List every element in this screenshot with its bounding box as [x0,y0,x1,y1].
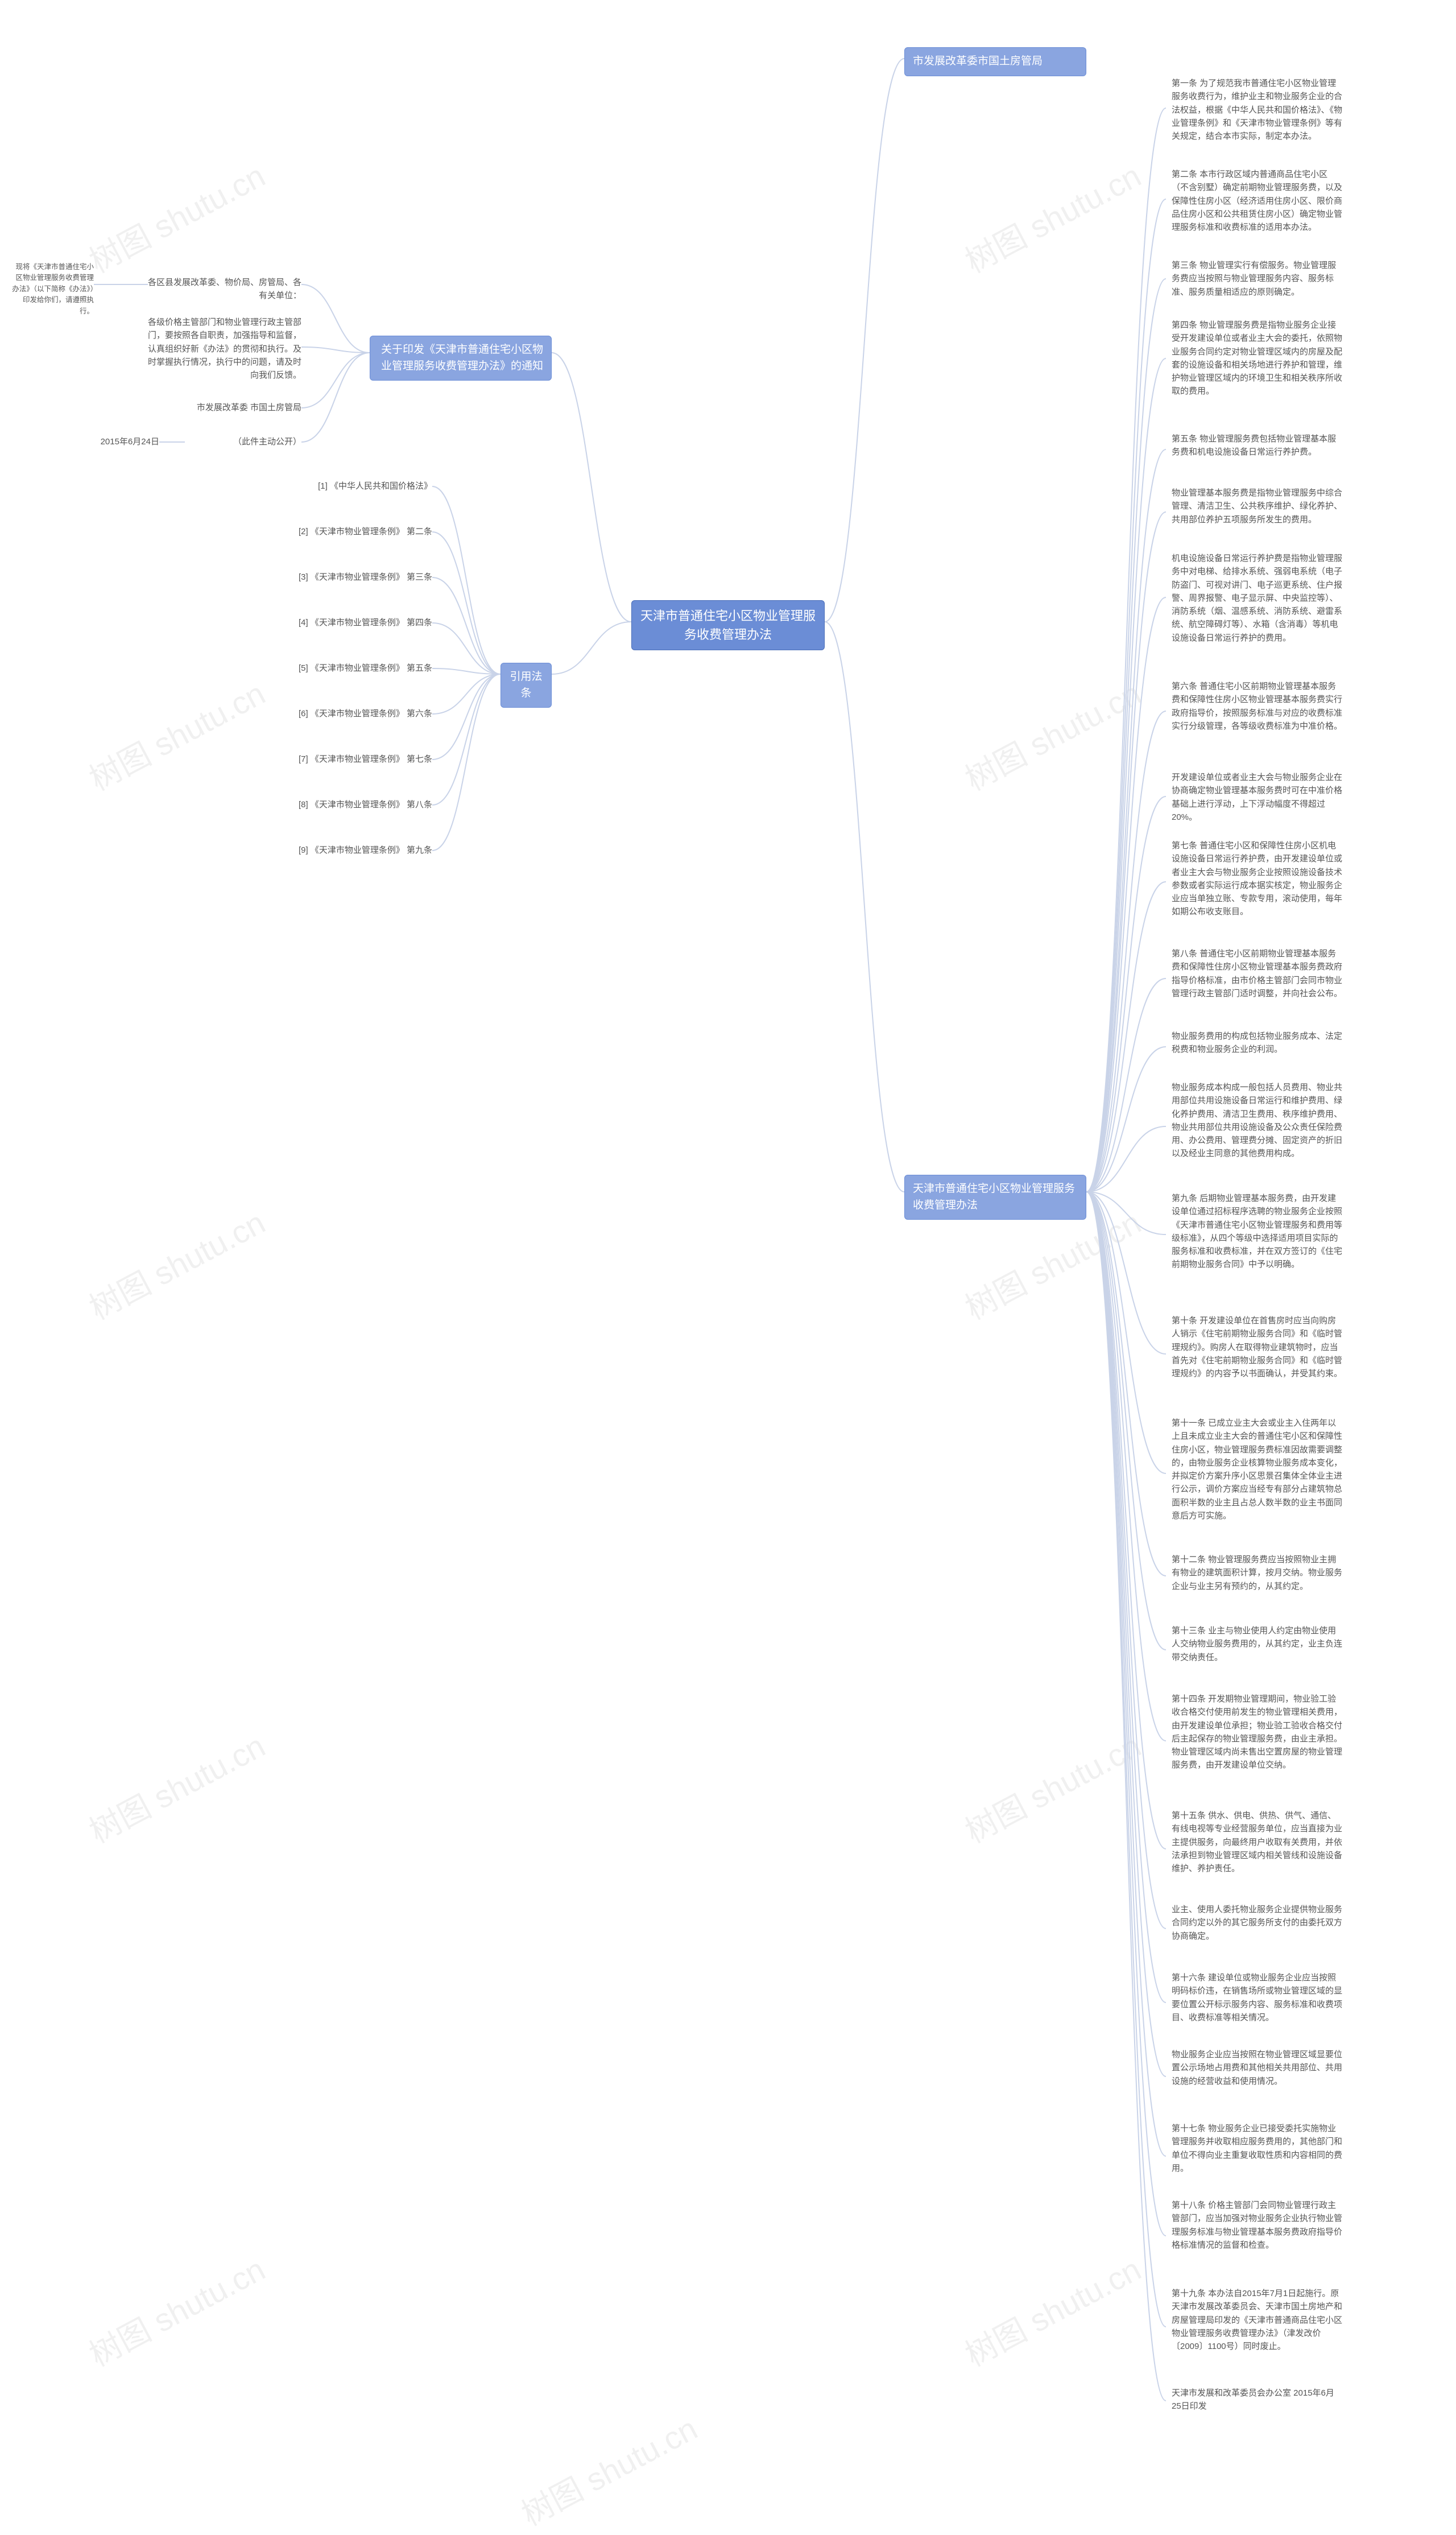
root-node[interactable]: 天津市普通住宅小区物业管理服务收费管理办法 [631,600,825,650]
notice-date: 2015年6月24日 [91,435,159,448]
citation-5: [6] 《天津市物业管理条例》 第六条 [267,707,432,720]
article-24: 第十八条 价格主管部门会同物业管理行政主管部门，应当加强对物业服务企业执行物业管… [1172,2199,1342,2252]
citation-0: [1] 《中华人民共和国价格法》 [267,480,432,493]
article-18: 第十四条 开发期物业管理期间，物业验工验收合格交付使用前发生的物业管理相关费用，… [1172,1692,1342,1772]
article-0: 第一条 为了规范我市普通住宅小区物业管理服务收费行为，维护业主和物业服务企业的合… [1172,77,1342,143]
branch-notice[interactable]: 关于印发《天津市普通住宅小区物业管理服务收费管理办法》的通知 [370,336,552,381]
article-2: 第三条 物业管理实行有偿服务。物业管理服务费应当按照与物业管理服务内容、服务标准… [1172,259,1342,299]
article-7: 第六条 普通住宅小区前期物业管理基本服务费和保障性住房小区物业管理基本服务费实行… [1172,680,1342,733]
branch-main[interactable]: 天津市普通住宅小区物业管理服务收费管理办法 [904,1175,1086,1220]
citation-7: [8] 《天津市物业管理条例》 第八条 [267,798,432,811]
article-10: 第八条 普通住宅小区前期物业管理基本服务费和保障性住房小区物业管理基本服务费政府… [1172,947,1342,1000]
article-20: 业主、使用人委托物业服务企业提供物业服务合同约定以外的其它服务所支付的由委托双方… [1172,1903,1342,1943]
citation-2: [3] 《天津市物业管理条例》 第三条 [267,571,432,584]
article-22: 物业服务企业应当按照在物业管理区域显要位置公示场地占用费和其他相关共用部位、共用… [1172,2048,1342,2088]
citation-4: [5] 《天津市物业管理条例》 第五条 [267,662,432,675]
notice-item-3: （此件主动公开） [222,435,301,448]
citation-3: [4] 《天津市物业管理条例》 第四条 [267,616,432,629]
notice-item-1: 各级价格主管部门和物业管理行政主管部门，要按照各自职责，加强指导和监督，认真组织… [142,316,301,382]
article-5: 物业管理基本服务费是指物业管理服务中综合管理、清洁卫生、公共秩序维护、绿化养护、… [1172,486,1342,526]
article-21: 第十六条 建设单位或物业服务企业应当按照明码标价违，在销售场所或物业管理区域的显… [1172,1971,1342,2024]
article-15: 第十一条 已成立业主大会或业主入住两年以上且未成立业主大会的普通住宅小区和保障性… [1172,1417,1342,1522]
citation-6: [7] 《天津市物业管理条例》 第七条 [267,753,432,766]
article-23: 第十七条 物业服务企业已接受委托实施物业管理服务并收取相应服务费用的，其他部门和… [1172,2122,1342,2175]
article-12: 物业服务成本构成一般包括人员费用、物业共用部位共用设施设备日常运行和维护费用、绿… [1172,1081,1342,1161]
article-4: 第五条 物业管理服务费包括物业管理基本服务费和机电设施设备日常运行养护费。 [1172,432,1342,459]
article-14: 第十条 开发建设单位在首售房时应当向购房人销示《住宅前期物业服务合同》和《临时管… [1172,1314,1342,1380]
article-3: 第四条 物业管理服务费是指物业服务企业接受开发建设单位或者业主大会的委托，依照物… [1172,319,1342,398]
watermark: 树图 shutu.cn [956,1721,1148,1852]
citation-1: [2] 《天津市物业管理条例》 第二条 [267,525,432,538]
watermark: 树图 shutu.cn [80,668,272,800]
watermark: 树图 shutu.cn [956,2244,1148,2376]
watermark: 树图 shutu.cn [80,1721,272,1852]
branch-citations[interactable]: 引用法条 [500,663,552,708]
article-13: 第九条 后期物业管理基本服务费，由开发建设单位通过招标程序选聘的物业服务企业按照… [1172,1192,1342,1271]
watermark: 树图 shutu.cn [80,151,272,282]
article-25: 第十九条 本办法自2015年7月1日起施行。原天津市发展改革委员会、天津市国土房… [1172,2287,1342,2353]
watermark: 树图 shutu.cn [80,2244,272,2376]
watermark: 树图 shutu.cn [956,151,1148,282]
branch-agency[interactable]: 市发展改革委市国土房管局 [904,47,1086,76]
citation-8: [9] 《天津市物业管理条例》 第九条 [267,844,432,857]
notice-item-0: 各区县发展改革委、物价局、房管局、各有关单位： [148,276,301,303]
article-8: 开发建设单位或者业主大会与物业服务企业在协商确定物业管理基本服务费时可在中准价格… [1172,771,1342,824]
article-16: 第十二条 物业管理服务费应当按照物业主拥有物业的建筑面积计算，按月交纳。物业服务… [1172,1553,1342,1593]
article-26: 天津市发展和改革委员会办公室 2015年6月25日印发 [1172,2387,1342,2413]
article-11: 物业服务费用的构成包括物业服务成本、法定税费和物业服务企业的利润。 [1172,1030,1342,1056]
article-19: 第十五条 供水、供电、供热、供气、通信、有线电视等专业经营服务单位，应当直接为业… [1172,1809,1342,1875]
article-17: 第十三条 业主与物业使用人约定由物业使用人交纳物业服务费用的，从其约定，业主负连… [1172,1624,1342,1664]
article-6: 机电设施设备日常运行养护费是指物业管理服务中对电梯、给排水系统、强弱电系统（电子… [1172,552,1342,645]
watermark: 树图 shutu.cn [512,2404,705,2535]
watermark: 树图 shutu.cn [956,668,1148,800]
article-9: 第七条 普通住宅小区和保障性住房小区机电设施设备日常运行养护费，由开发建设单位或… [1172,839,1342,919]
notice-item-2: 市发展改革委 市国土房管局 [182,401,301,414]
watermark: 树图 shutu.cn [80,1198,272,1329]
article-1: 第二条 本市行政区域内普通商品住宅小区（不含别墅）确定前期物业管理服务费，以及保… [1172,168,1342,234]
notice-preface: 现将《天津市普通住宅小区物业管理服务收费管理办法》（以下简称《办法》）印发给你们… [11,262,94,317]
